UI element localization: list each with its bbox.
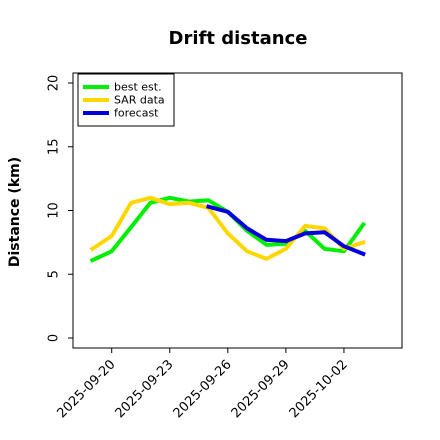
- y-axis-label: Distance (km): [7, 157, 23, 267]
- x-tick-label: 2025-09-20: [54, 357, 118, 421]
- series-line-forecast: [206, 204, 366, 257]
- plot-area: 051015202025-09-202025-09-232025-09-2620…: [47, 72, 403, 421]
- series-line-sar-data: [89, 195, 366, 261]
- chart-title: Drift distance: [169, 28, 308, 49]
- x-tick-label: 2025-10-02: [287, 357, 351, 421]
- legend-label: best est.: [114, 81, 162, 94]
- legend-label: forecast: [114, 107, 159, 120]
- y-tick-label: 20: [47, 75, 62, 92]
- y-tick-label: 5: [47, 270, 62, 278]
- x-tick-label: 2025-09-29: [229, 357, 293, 421]
- x-tick-label: 2025-09-23: [113, 357, 177, 421]
- y-tick-label: 0: [47, 334, 62, 342]
- y-tick-label: 10: [47, 202, 62, 219]
- x-tick-label: 2025-09-26: [171, 357, 235, 421]
- y-tick-label: 15: [47, 138, 62, 155]
- legend-label: SAR data: [114, 94, 165, 107]
